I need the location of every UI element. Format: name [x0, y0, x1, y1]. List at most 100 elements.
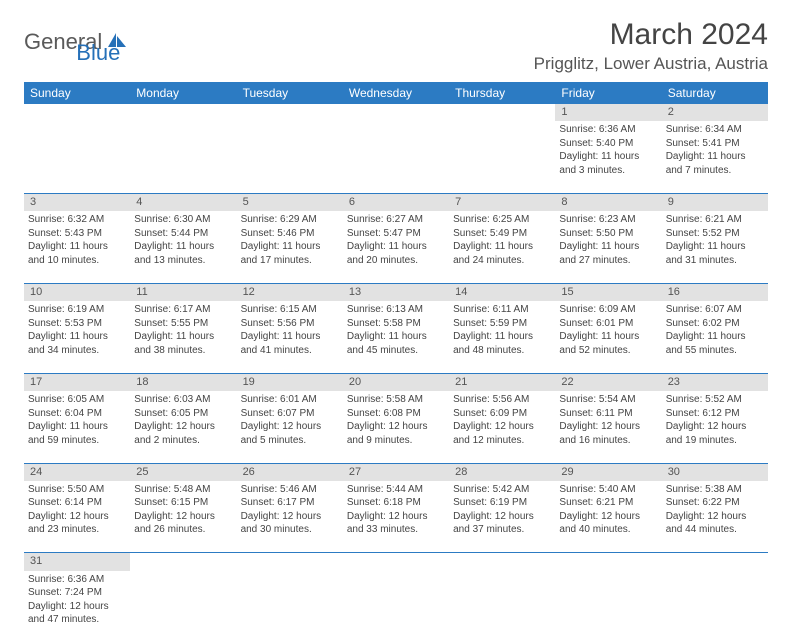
day-cell-line: Daylight: 12 hours — [666, 510, 764, 524]
day-cell-line: Daylight: 12 hours — [559, 420, 657, 434]
daynum-cell: 3 — [24, 193, 130, 211]
daynum-cell: 7 — [449, 193, 555, 211]
day-header-cell: Monday — [130, 82, 236, 104]
day-cell-line: Sunset: 6:08 PM — [347, 407, 445, 421]
day-cell: Sunrise: 6:01 AMSunset: 6:07 PMDaylight:… — [237, 391, 343, 463]
day-cell — [662, 571, 768, 643]
day-cell-line: Daylight: 12 hours — [453, 510, 551, 524]
brand-text-2: Blue — [76, 40, 120, 66]
day-cell-line: and 16 minutes. — [559, 434, 657, 448]
day-cell: Sunrise: 6:25 AMSunset: 5:49 PMDaylight:… — [449, 211, 555, 283]
day-header-row: SundayMondayTuesdayWednesdayThursdayFrid… — [24, 82, 768, 104]
day-cell-line: and 34 minutes. — [28, 344, 126, 358]
day-cell-line: and 24 minutes. — [453, 254, 551, 268]
day-cell-line: Daylight: 11 hours — [241, 240, 339, 254]
day-cell-line: Daylight: 12 hours — [28, 510, 126, 524]
daynum-cell: 10 — [24, 283, 130, 301]
day-cell-line: Daylight: 11 hours — [134, 330, 232, 344]
day-cell-line: Sunset: 5:43 PM — [28, 227, 126, 241]
daynum-row: 10111213141516 — [24, 283, 768, 301]
day-header-cell: Thursday — [449, 82, 555, 104]
day-cell: Sunrise: 6:11 AMSunset: 5:59 PMDaylight:… — [449, 301, 555, 373]
daynum-cell: 30 — [662, 463, 768, 481]
daynum-cell: 18 — [130, 373, 236, 391]
day-cell-line: and 7 minutes. — [666, 164, 764, 178]
day-header-cell: Friday — [555, 82, 661, 104]
day-cell-line: Sunset: 5:52 PM — [666, 227, 764, 241]
daynum-row: 12 — [24, 104, 768, 121]
day-cell-line: Daylight: 11 hours — [28, 240, 126, 254]
day-cell: Sunrise: 6:21 AMSunset: 5:52 PMDaylight:… — [662, 211, 768, 283]
daynum-cell: 11 — [130, 283, 236, 301]
day-cell-line: Sunset: 5:49 PM — [453, 227, 551, 241]
daynum-cell — [130, 553, 236, 571]
day-cell: Sunrise: 6:03 AMSunset: 6:05 PMDaylight:… — [130, 391, 236, 463]
day-cell-line: and 41 minutes. — [241, 344, 339, 358]
day-cell — [343, 571, 449, 643]
day-cell-line: Sunrise: 6:25 AM — [453, 213, 551, 227]
day-cell-line: Sunset: 6:14 PM — [28, 496, 126, 510]
day-cell-line: and 10 minutes. — [28, 254, 126, 268]
week-row: Sunrise: 6:36 AMSunset: 5:40 PMDaylight:… — [24, 121, 768, 193]
day-cell-line: Daylight: 12 hours — [666, 420, 764, 434]
day-cell-line: and 52 minutes. — [559, 344, 657, 358]
day-cell: Sunrise: 5:50 AMSunset: 6:14 PMDaylight:… — [24, 481, 130, 553]
day-cell — [449, 571, 555, 643]
day-cell-line: and 38 minutes. — [134, 344, 232, 358]
day-cell-line: Sunset: 6:22 PM — [666, 496, 764, 510]
day-cell: Sunrise: 6:15 AMSunset: 5:56 PMDaylight:… — [237, 301, 343, 373]
day-cell-line: and 31 minutes. — [666, 254, 764, 268]
day-cell-line: Sunrise: 6:15 AM — [241, 303, 339, 317]
day-cell: Sunrise: 5:48 AMSunset: 6:15 PMDaylight:… — [130, 481, 236, 553]
calendar-table: SundayMondayTuesdayWednesdayThursdayFrid… — [24, 82, 768, 643]
daynum-cell — [343, 104, 449, 121]
day-cell-line: Daylight: 11 hours — [453, 240, 551, 254]
day-cell: Sunrise: 6:23 AMSunset: 5:50 PMDaylight:… — [555, 211, 661, 283]
day-cell-line: Sunset: 5:59 PM — [453, 317, 551, 331]
daynum-row: 17181920212223 — [24, 373, 768, 391]
day-cell-line: Sunset: 6:15 PM — [134, 496, 232, 510]
day-cell-line: Sunrise: 6:27 AM — [347, 213, 445, 227]
day-cell-line: Sunset: 5:41 PM — [666, 137, 764, 151]
daynum-cell: 22 — [555, 373, 661, 391]
day-cell-line: Sunset: 5:46 PM — [241, 227, 339, 241]
day-cell-line: and 13 minutes. — [134, 254, 232, 268]
day-cell-line: Sunrise: 5:56 AM — [453, 393, 551, 407]
day-cell: Sunrise: 5:42 AMSunset: 6:19 PMDaylight:… — [449, 481, 555, 553]
day-cell-line: Sunset: 5:40 PM — [559, 137, 657, 151]
daynum-cell: 8 — [555, 193, 661, 211]
day-cell-line: Daylight: 12 hours — [134, 510, 232, 524]
day-cell-line: Sunrise: 6:11 AM — [453, 303, 551, 317]
day-cell-line: and 30 minutes. — [241, 523, 339, 537]
day-cell-line: Daylight: 12 hours — [241, 420, 339, 434]
day-cell-line: Sunset: 7:24 PM — [28, 586, 126, 600]
day-cell-line: Sunrise: 6:36 AM — [28, 573, 126, 587]
day-cell-line: and 27 minutes. — [559, 254, 657, 268]
day-cell-line: Sunrise: 6:36 AM — [559, 123, 657, 137]
day-cell-line: Sunset: 6:07 PM — [241, 407, 339, 421]
day-cell-line: Sunset: 5:53 PM — [28, 317, 126, 331]
day-cell-line: Sunrise: 5:52 AM — [666, 393, 764, 407]
day-cell-line: Daylight: 11 hours — [666, 330, 764, 344]
day-cell-line: Sunrise: 5:46 AM — [241, 483, 339, 497]
day-cell-line: Daylight: 12 hours — [134, 420, 232, 434]
day-cell-line: and 55 minutes. — [666, 344, 764, 358]
day-cell-line: Sunrise: 6:17 AM — [134, 303, 232, 317]
day-cell: Sunrise: 5:54 AMSunset: 6:11 PMDaylight:… — [555, 391, 661, 463]
daynum-cell: 9 — [662, 193, 768, 211]
day-cell: Sunrise: 6:34 AMSunset: 5:41 PMDaylight:… — [662, 121, 768, 193]
day-cell: Sunrise: 6:07 AMSunset: 6:02 PMDaylight:… — [662, 301, 768, 373]
day-cell-line: Sunrise: 6:03 AM — [134, 393, 232, 407]
daynum-cell: 19 — [237, 373, 343, 391]
day-cell — [449, 121, 555, 193]
day-header-cell: Tuesday — [237, 82, 343, 104]
day-cell-line: Sunset: 6:02 PM — [666, 317, 764, 331]
day-cell-line: Sunrise: 6:30 AM — [134, 213, 232, 227]
daynum-cell: 28 — [449, 463, 555, 481]
day-cell-line: Daylight: 12 hours — [347, 510, 445, 524]
day-cell-line: Daylight: 12 hours — [28, 600, 126, 614]
day-header-cell: Saturday — [662, 82, 768, 104]
day-cell-line: Daylight: 11 hours — [453, 330, 551, 344]
day-cell: Sunrise: 6:29 AMSunset: 5:46 PMDaylight:… — [237, 211, 343, 283]
daynum-cell: 17 — [24, 373, 130, 391]
